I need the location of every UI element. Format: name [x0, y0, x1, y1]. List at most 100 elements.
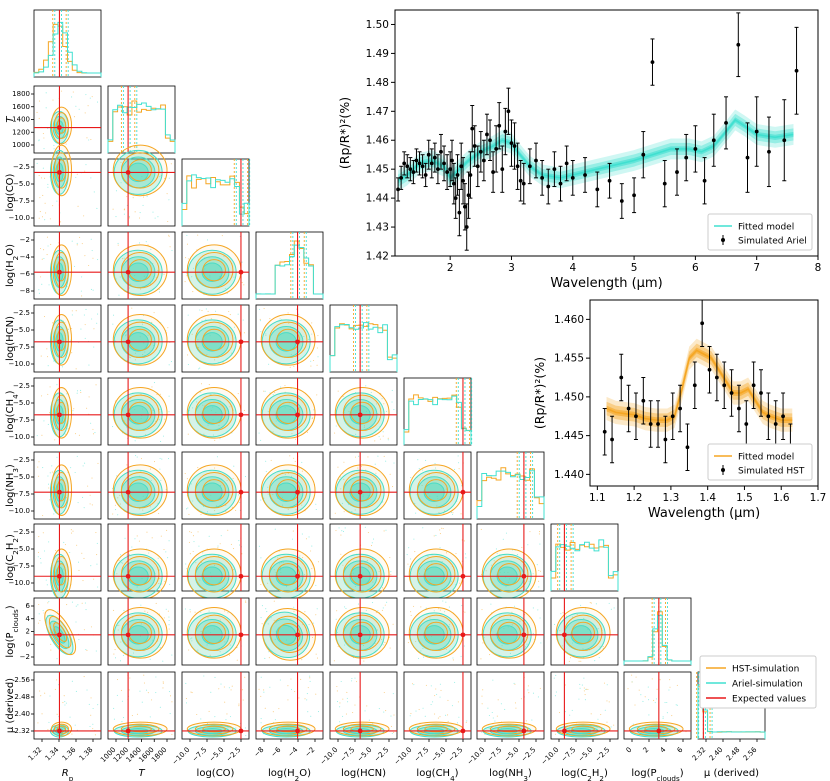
- truth-point: [357, 412, 363, 418]
- sample-dot: [583, 617, 585, 620]
- sample-dot: [444, 611, 446, 613]
- sample-dot: [204, 272, 206, 274]
- sample-dot: [199, 579, 201, 581]
- sample-dot: [143, 674, 145, 676]
- sample-dot: [354, 677, 356, 679]
- sample-dot: [414, 551, 416, 553]
- sample-dot: [595, 603, 597, 605]
- sample-dot: [139, 336, 141, 338]
- data-point: [711, 138, 716, 143]
- sample-dot: [539, 543, 541, 545]
- sample-dot: [39, 557, 42, 560]
- ariel-spectrum-chart: 2 3 4 5 6 7 81.421.431.441.451.461.471.481.491…: [337, 9, 821, 291]
- x-tick-label: −2.5: [373, 746, 391, 764]
- sample-dot: [120, 182, 122, 184]
- sample-dot: [126, 464, 128, 466]
- sample-dot: [117, 514, 119, 516]
- sample-dot: [491, 711, 493, 714]
- sample-dot: [135, 419, 137, 422]
- sample-dot: [659, 679, 661, 681]
- corner-panel-3-0: [33, 231, 102, 300]
- sample-dot: [382, 431, 384, 433]
- sample-dot: [78, 108, 80, 110]
- y-tick-label: 1200: [12, 128, 30, 136]
- sample-dot: [186, 478, 188, 480]
- sample-dot: [585, 688, 587, 690]
- sample-dot: [439, 547, 441, 549]
- sample-dot: [212, 406, 214, 408]
- sample-dot: [71, 733, 73, 735]
- sample-dot: [93, 578, 95, 580]
- sample-dot: [38, 536, 40, 538]
- sample-dot: [119, 503, 122, 505]
- sample-dot: [317, 356, 319, 358]
- sample-dot: [464, 553, 467, 555]
- sample-dot: [125, 335, 127, 337]
- truth-point: [460, 573, 466, 579]
- sample-dot: [503, 628, 505, 630]
- sample-dot: [88, 364, 90, 366]
- sample-dot: [316, 364, 318, 366]
- y-tick-label: −7.5: [13, 197, 30, 205]
- y-tick-label: 0: [26, 640, 30, 648]
- sample-dot: [532, 607, 534, 609]
- sample-dot: [298, 468, 300, 470]
- sample-dot: [72, 410, 74, 412]
- sample-dot: [71, 314, 73, 316]
- data-point: [405, 164, 410, 169]
- sample-dot: [92, 289, 94, 291]
- panel-frame: [255, 597, 324, 666]
- sample-dot: [219, 619, 221, 621]
- sample-dot: [49, 472, 51, 474]
- sample-dot: [590, 713, 592, 715]
- hst-contour: [497, 563, 521, 586]
- y-axis-label-1: T: [5, 116, 16, 123]
- sample-dot: [306, 431, 309, 433]
- hst-contour: [53, 251, 70, 289]
- sample-dot: [584, 694, 586, 696]
- data-point: [766, 414, 771, 419]
- sample-dot: [117, 242, 119, 244]
- sample-dot: [408, 547, 410, 549]
- sample-dot: [288, 322, 290, 324]
- sample-dot: [465, 721, 467, 723]
- sample-dot: [79, 236, 81, 238]
- data-point: [570, 175, 575, 180]
- sample-dot: [48, 721, 50, 723]
- sample-dot: [264, 657, 266, 660]
- sample-dot: [90, 714, 92, 716]
- sample-dot: [445, 714, 447, 716]
- sample-dot: [138, 540, 140, 542]
- sample-dot: [239, 502, 241, 504]
- sample-dot: [156, 393, 158, 395]
- sample-dot: [56, 200, 58, 202]
- x-tick-label: −10.0: [319, 746, 340, 767]
- sample-dot: [200, 718, 202, 720]
- sample-dot: [383, 403, 385, 405]
- sample-dot: [38, 603, 40, 606]
- sample-dot: [192, 291, 194, 293]
- sample-dot: [168, 199, 170, 201]
- sample-dot: [169, 713, 171, 715]
- sample-dot: [77, 561, 80, 563]
- corner-panel-3-3: [255, 231, 324, 300]
- sample-dot: [197, 339, 199, 341]
- sample-dot: [375, 472, 377, 474]
- sample-dot: [263, 308, 265, 310]
- sample-dot: [84, 112, 86, 114]
- model-line: [606, 349, 793, 421]
- sample-dot: [366, 705, 368, 707]
- legend-label: Fitted model: [738, 453, 794, 463]
- sample-dot: [421, 484, 423, 486]
- sample-dot: [445, 601, 447, 603]
- sample-dot: [441, 561, 443, 563]
- data-point: [466, 193, 471, 198]
- sample-dot: [576, 614, 578, 616]
- data-point: [641, 152, 646, 157]
- data-point: [714, 375, 719, 380]
- sample-dot: [480, 528, 482, 530]
- sample-dot: [238, 494, 240, 496]
- sample-dot: [217, 545, 219, 547]
- sample-dot: [336, 610, 338, 612]
- sample-dot: [96, 101, 99, 103]
